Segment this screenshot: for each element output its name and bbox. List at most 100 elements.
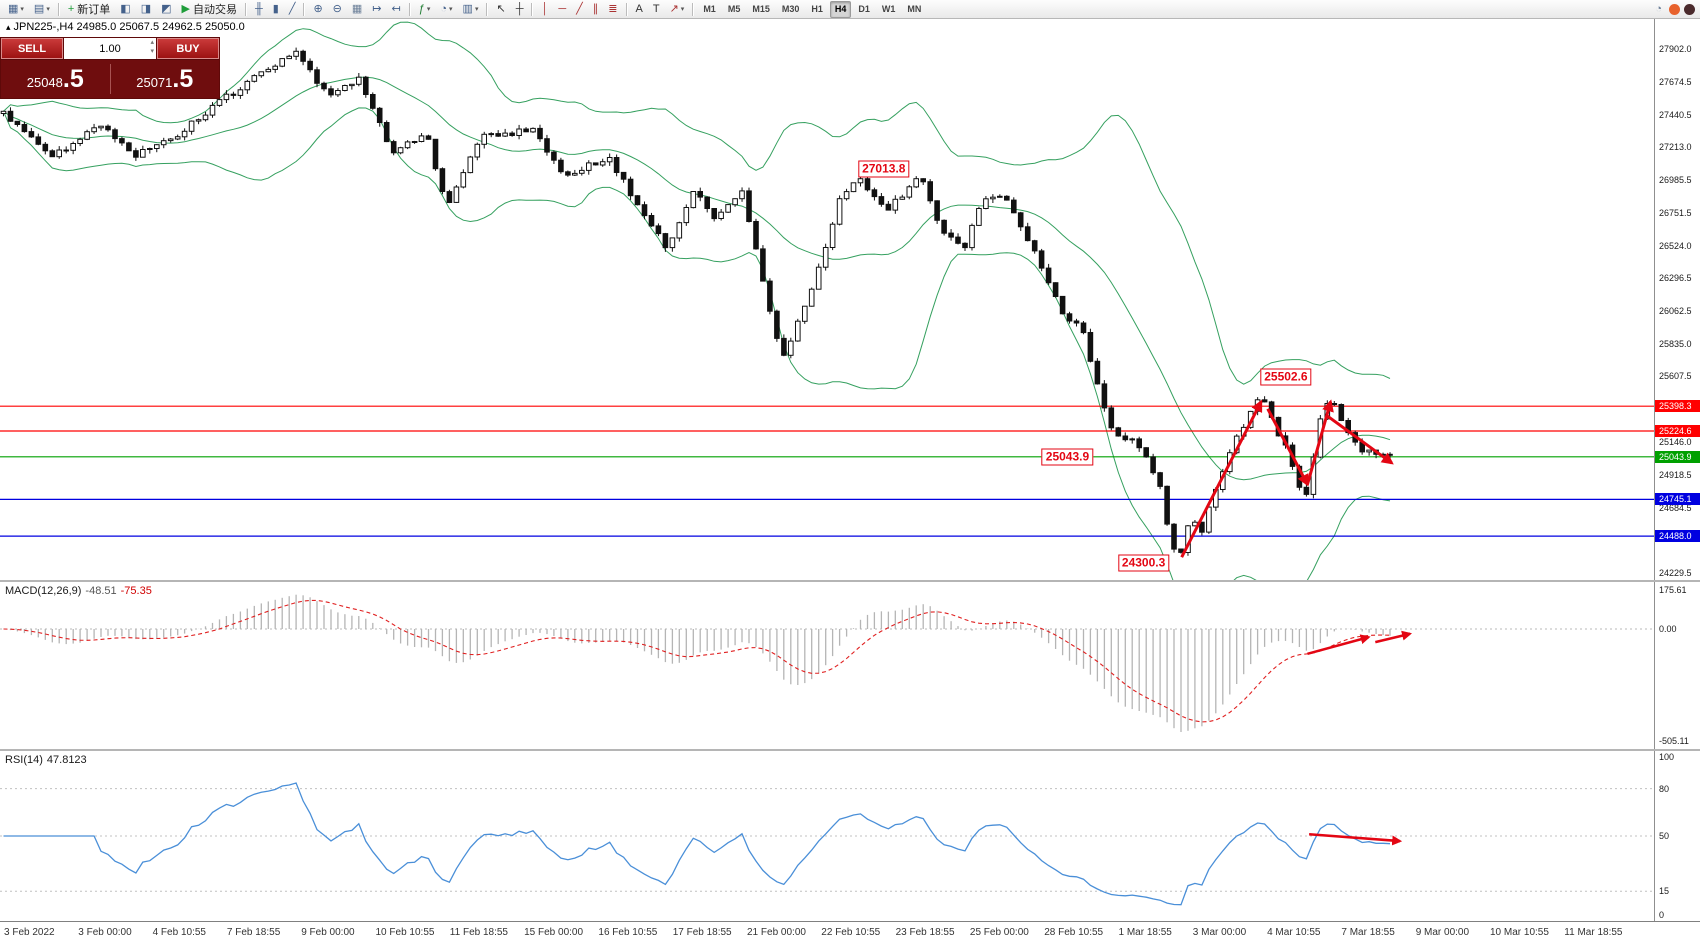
fibonacci-retracement-icon[interactable]: ≣	[604, 1, 621, 18]
vertical-line-icon[interactable]: │	[537, 1, 552, 18]
price-annotation[interactable]: 25043.9	[1041, 448, 1094, 466]
volume-value[interactable]: 1.00	[99, 42, 121, 55]
cursor-icon[interactable]: ↖	[492, 1, 509, 18]
time-label: 9 Feb 00:00	[301, 927, 355, 938]
notification-badge[interactable]	[1669, 3, 1680, 15]
templates-icon: ▥	[462, 2, 473, 15]
rsi-panel: RSI(14) 47.8123 100 80 50 15 0	[0, 751, 1700, 921]
price-tick: 25146.0	[1659, 437, 1692, 448]
tile-windows-icon[interactable]: ▦	[348, 1, 366, 18]
volume-increase-icon[interactable]: ▴	[150, 39, 154, 46]
price-annotation[interactable]: 27013.8	[858, 160, 910, 178]
price-axis[interactable]: 27902.0 27674.5 27440.5 27213.0 26985.5 26751…	[1654, 18, 1700, 580]
text-label-icon[interactable]: T	[649, 1, 664, 18]
tf-button-mn[interactable]: MN	[907, 4, 922, 14]
data-window-icon: ◨	[140, 2, 152, 15]
toolbar-separator	[692, 2, 695, 16]
tf-button-w1[interactable]: W1	[881, 4, 896, 14]
line-chart-icon[interactable]: ╱	[285, 1, 300, 18]
price-annotation[interactable]: 24300.3	[1117, 554, 1170, 572]
tf-button-m15[interactable]: M15	[752, 4, 770, 14]
tf-button-m30[interactable]: M30	[781, 4, 800, 14]
time-label: 16 Feb 10:55	[598, 927, 658, 938]
annotation-layer: 27013.8 25502.6 25043.9 24300.3	[0, 18, 1655, 580]
bar-chart-icon: ╫	[254, 2, 263, 15]
price-chart-svg[interactable]	[0, 18, 1655, 580]
macd-axis[interactable]: 175.61 0.00 -505.11	[1654, 582, 1700, 749]
symbol-ohlc: 24985.0 25067.5 24962.5 25050.0	[76, 21, 245, 33]
time-axis[interactable]: 3 Feb 2022 3 Feb 00:00 4 Feb 10:55 7 Feb 18…	[0, 921, 1700, 946]
price-tick: 26524.0	[1659, 240, 1692, 251]
chart-profiles-icon[interactable]: ▤ ▾	[30, 1, 54, 18]
rsi-chart-svg[interactable]	[0, 751, 1655, 921]
tf-button-h1[interactable]: H1	[811, 4, 823, 14]
chevron-down-icon: ▾	[46, 6, 50, 13]
market-watch-icon[interactable]: ◧	[116, 1, 134, 18]
vertical-line-icon: │	[541, 2, 549, 15]
candlestick-chart-icon: ▮	[272, 2, 279, 15]
horizontal-line-icon[interactable]: ─	[554, 1, 570, 18]
toolbar-separator	[57, 2, 60, 16]
sell-button[interactable]: SELL	[1, 38, 63, 59]
autotrading-icon: ▶	[181, 2, 190, 15]
autotrading-button[interactable]: ▶ 自动交易	[181, 2, 237, 17]
candlestick-chart-icon[interactable]: ▮	[269, 1, 283, 18]
toolbar-separator	[486, 2, 489, 16]
indicators-icon[interactable]: ƒ ▾	[415, 1, 435, 18]
periods-icon[interactable]: ◔ ▾	[436, 1, 456, 18]
crosshair-icon: ┼	[515, 2, 524, 15]
text-icon[interactable]: A	[632, 1, 647, 18]
buy-button[interactable]: BUY	[157, 38, 219, 59]
price-tick: 27440.5	[1659, 109, 1692, 120]
price-tick: 25835.0	[1659, 338, 1692, 349]
arrows-tool-icon[interactable]: ↗ ▾	[666, 1, 689, 18]
tf-button-h4[interactable]: H4	[829, 0, 852, 18]
trendline-icon[interactable]: ╱	[572, 1, 587, 18]
tf-button-m5[interactable]: M5	[727, 4, 741, 14]
new-order-button[interactable]: + 新订单	[67, 2, 111, 17]
templates-icon[interactable]: ▥ ▾	[459, 1, 483, 18]
buy-price: 25071.5	[136, 64, 194, 93]
volume-stepper[interactable]: ▴ ▾	[150, 39, 154, 57]
macd-panel: MACD(12,26,9) -48.51 -75.35 175.61 0.00 -505…	[0, 582, 1700, 749]
chevron-down-icon: ▾	[680, 6, 685, 13]
navigator-icon[interactable]: ◩	[157, 1, 175, 18]
fibonacci-retracement-icon: ≣	[608, 2, 618, 15]
rsi-axis[interactable]: 100 80 50 15 0	[1654, 751, 1700, 921]
new-chart-icon[interactable]: ▦ ▾	[4, 1, 28, 18]
text-label-icon: T	[652, 2, 660, 15]
collapse-one-click-icon[interactable]: ▴	[6, 22, 11, 32]
macd-tick: 0.00	[1659, 623, 1677, 634]
volume-decrease-icon[interactable]: ▾	[150, 48, 154, 55]
bar-chart-icon[interactable]: ╫	[251, 1, 267, 18]
time-label: 17 Feb 18:55	[672, 927, 732, 938]
panel-separator[interactable]	[0, 749, 1700, 751]
zoom-out-icon[interactable]: ⊖	[329, 1, 346, 18]
clock-icon[interactable]: ◔	[1651, 1, 1666, 18]
data-window-icon[interactable]: ◨	[137, 1, 155, 18]
panel-separator[interactable]	[0, 580, 1700, 582]
price-divider	[109, 64, 111, 94]
toolbar-separator	[408, 2, 411, 16]
toolbar-separator	[531, 2, 534, 16]
equidistant-channel-icon[interactable]: ∥	[589, 1, 603, 18]
macd-label: MACD(12,26,9) -48.51 -75.35	[5, 585, 152, 597]
price-tick: 24229.5	[1659, 567, 1692, 578]
price-tick: 26296.5	[1659, 273, 1692, 284]
tf-button-d1[interactable]: D1	[858, 4, 870, 14]
crosshair-icon[interactable]: ┼	[512, 1, 528, 18]
one-click-trading-panel: SELL 1.00 ▴ ▾ BUY 25048.5 25071.5	[0, 37, 220, 99]
chart-shift-icon[interactable]: ↤	[388, 1, 405, 18]
volume-field[interactable]: 1.00 ▴ ▾	[63, 38, 157, 59]
navigator-icon: ◩	[161, 2, 172, 15]
chart-profiles-icon: ▤	[33, 2, 45, 15]
time-label: 1 Mar 18:55	[1118, 927, 1172, 938]
time-label: 10 Mar 10:55	[1490, 927, 1549, 938]
time-label: 11 Mar 18:55	[1564, 927, 1623, 938]
profile-avatar[interactable]	[1684, 3, 1695, 15]
tf-button-m1[interactable]: M1	[703, 4, 716, 14]
auto-scroll-icon[interactable]: ↦	[368, 1, 385, 18]
price-annotation[interactable]: 25502.6	[1260, 368, 1312, 386]
macd-chart-svg[interactable]	[0, 582, 1655, 749]
zoom-in-icon[interactable]: ⊕	[309, 1, 326, 18]
